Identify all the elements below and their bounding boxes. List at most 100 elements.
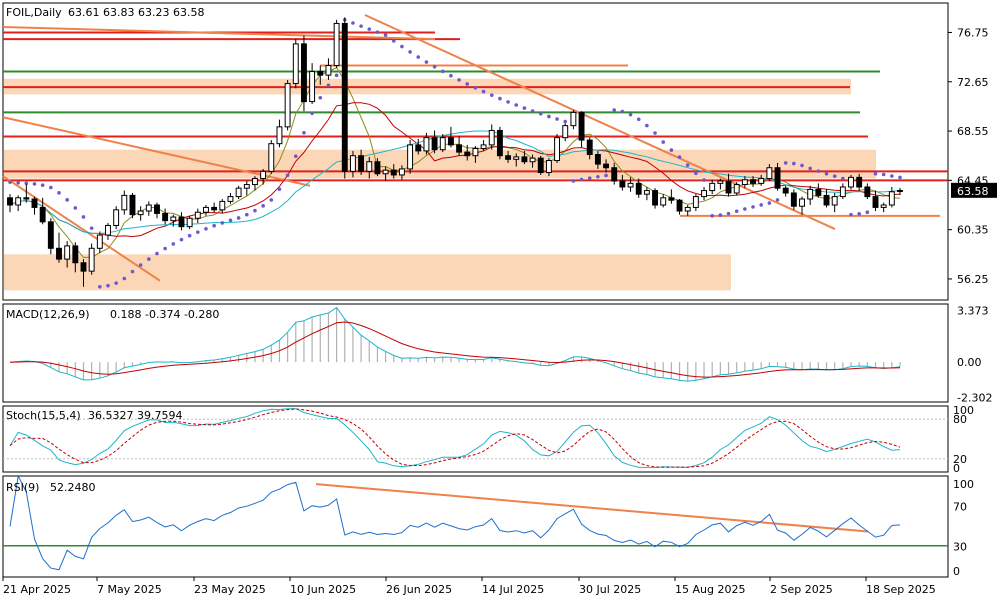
candle-body: [563, 126, 568, 138]
psar-dot: [686, 163, 690, 167]
candle-body: [57, 248, 62, 259]
macd-tick-label: 0.00: [957, 356, 982, 369]
psar-dot: [57, 191, 61, 195]
macd-tick-label: -2.302: [957, 391, 992, 404]
psar-dot: [74, 206, 78, 210]
psar-dot: [523, 106, 527, 110]
stoch-tick-label: 0: [953, 462, 960, 475]
psar-dot: [531, 109, 535, 113]
candle-body: [424, 138, 429, 151]
psar-dot: [220, 221, 224, 225]
candle-body: [416, 145, 421, 151]
last-price-text: 63.58: [957, 185, 989, 198]
candle-body: [32, 199, 37, 207]
rsi-tick-label: 0: [953, 565, 960, 578]
candle-body: [506, 156, 511, 160]
candle-body: [791, 193, 796, 206]
candle-body: [220, 201, 225, 209]
candle-body: [350, 156, 355, 172]
candle-body: [432, 138, 437, 150]
psar-dot: [196, 230, 200, 234]
candle-body: [106, 225, 111, 235]
psar-dot: [106, 284, 110, 288]
rsi-tick-label: 30: [953, 541, 967, 554]
date-tick-label: 23 May 2025: [194, 583, 266, 596]
ohlc-label: 63.61 63.83 63.23 63.58: [68, 6, 204, 19]
psar-dot: [261, 204, 265, 208]
candle-body: [824, 195, 829, 205]
candle-body: [644, 191, 649, 195]
symbol-label: FOIL,Daily: [6, 6, 62, 19]
psar-dot: [751, 205, 755, 209]
price-tick-label: 68.55: [957, 125, 989, 138]
psar-dot: [735, 209, 739, 213]
psar-dot: [172, 242, 176, 246]
psar-dot: [139, 263, 143, 267]
psar-dot: [294, 154, 298, 158]
candle-body: [359, 156, 364, 172]
psar-dot: [310, 112, 314, 116]
psar-dot: [555, 117, 559, 121]
psar-dot: [604, 174, 608, 178]
psar-dot: [376, 30, 380, 34]
candle-body: [538, 158, 543, 172]
psar-dot: [155, 252, 159, 256]
psar-dot: [694, 171, 698, 175]
date-tick-label: 21 Apr 2025: [3, 583, 71, 596]
candle-body: [285, 84, 290, 127]
candle-body: [718, 181, 723, 183]
psar-dot: [123, 277, 127, 281]
psar-dot: [768, 201, 772, 205]
candle-body: [612, 168, 617, 181]
candle-body: [849, 177, 854, 187]
candle-body: [81, 263, 86, 271]
psar-dot: [8, 180, 12, 184]
psar-dot: [490, 93, 494, 97]
candle-body: [114, 210, 119, 226]
psar-dot: [857, 212, 861, 216]
candle-body: [448, 138, 453, 145]
candle-body: [146, 205, 151, 211]
stoch-tick-label: 80: [953, 413, 967, 426]
candle-body: [702, 191, 707, 197]
psar-dot: [400, 45, 404, 49]
psar-dot: [710, 214, 714, 218]
candle-body: [604, 164, 609, 168]
candle-body: [24, 198, 29, 199]
psar-dot: [204, 227, 208, 231]
psar-dot: [637, 117, 641, 121]
psar-dot: [327, 83, 331, 87]
candle-body: [155, 205, 160, 213]
psar-dot: [253, 209, 257, 213]
candle-body: [89, 248, 94, 271]
candle-body: [514, 157, 519, 159]
rsi-name: RSI(9): [6, 481, 39, 494]
candle-body: [130, 195, 135, 214]
psar-dot: [596, 175, 600, 179]
candle-body: [73, 246, 78, 263]
candle-body: [301, 44, 306, 102]
candle-body: [179, 217, 184, 227]
date-tick-label: 26 Jun 2025: [386, 583, 452, 596]
psar-dot: [82, 215, 86, 219]
candle-body: [187, 218, 192, 226]
psar-dot: [514, 103, 518, 107]
candle-body: [620, 181, 625, 187]
candle-body: [497, 130, 502, 155]
candle-body: [693, 197, 698, 208]
candle-body: [710, 183, 715, 190]
psar-dot: [776, 198, 780, 202]
candle-body: [244, 185, 249, 189]
psar-dot: [33, 182, 37, 186]
psar-dot: [188, 234, 192, 238]
candle-body: [48, 222, 53, 248]
candle-body: [261, 171, 266, 178]
psar-dot: [245, 213, 249, 217]
candle-body: [391, 170, 396, 175]
psar-dot: [866, 210, 870, 214]
candle-body: [40, 207, 45, 221]
candle-body: [881, 205, 886, 207]
candle-body: [530, 158, 535, 162]
psar-dot: [49, 186, 53, 190]
